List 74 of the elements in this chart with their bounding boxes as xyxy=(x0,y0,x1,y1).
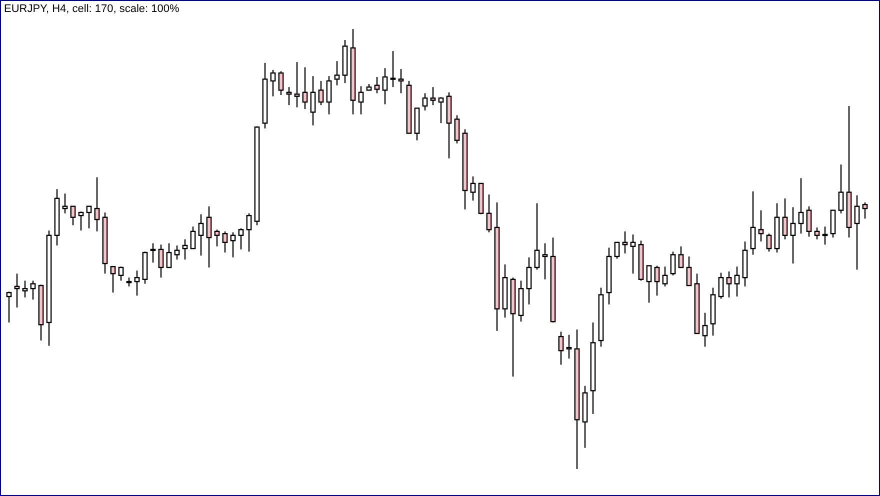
candlestick xyxy=(790,206,796,264)
candlestick xyxy=(702,312,708,348)
candlestick xyxy=(766,233,772,252)
candlestick xyxy=(30,280,36,300)
candlestick xyxy=(662,266,668,287)
candlestick xyxy=(806,206,812,238)
candlestick xyxy=(358,86,364,115)
candlestick xyxy=(430,86,436,106)
candlestick xyxy=(782,198,788,240)
candlestick xyxy=(302,66,308,110)
candlestick xyxy=(822,226,828,246)
candlestick xyxy=(190,226,196,250)
candlestick xyxy=(534,202,540,270)
candlestick xyxy=(318,80,324,106)
candlestick xyxy=(222,230,228,254)
candlestick xyxy=(670,251,676,276)
candlestick xyxy=(838,164,844,214)
candlestick xyxy=(374,76,380,94)
candlestick xyxy=(134,270,140,296)
candlestick xyxy=(422,92,428,111)
candlestick xyxy=(750,190,756,256)
candlestick xyxy=(542,242,548,280)
chart-title: EURJPY, H4, cell: 170, scale: 100% xyxy=(4,3,180,15)
candlestick xyxy=(118,266,124,282)
candlestick xyxy=(86,206,92,229)
candlestick xyxy=(734,266,740,298)
candlestick xyxy=(230,232,236,258)
candlestick xyxy=(382,68,388,105)
candlestick xyxy=(150,242,156,264)
candlestick xyxy=(110,266,116,294)
candlestick xyxy=(438,96,444,124)
candlestick xyxy=(390,50,396,88)
candlestick xyxy=(614,242,620,260)
candlestick xyxy=(718,272,724,300)
candlestick xyxy=(726,270,732,298)
candlestick xyxy=(206,206,212,268)
candlestick xyxy=(94,176,100,232)
candlestick xyxy=(454,114,460,144)
candlestick xyxy=(334,60,340,86)
candlestick xyxy=(830,210,836,238)
candlestick xyxy=(686,256,692,286)
candlestick xyxy=(70,206,76,226)
candlestick xyxy=(6,291,12,324)
candlestick xyxy=(158,244,164,278)
candlestick xyxy=(398,68,404,94)
candlestick xyxy=(214,229,220,247)
candlestick xyxy=(678,246,684,268)
candlestick xyxy=(526,256,532,306)
candlestick xyxy=(174,244,180,260)
candlestick xyxy=(654,265,660,296)
candlestick xyxy=(246,212,252,252)
candlestick xyxy=(758,210,764,242)
candlestick xyxy=(558,331,564,366)
candlestick xyxy=(270,69,276,97)
candlestick xyxy=(62,192,68,214)
candlestick xyxy=(22,280,28,298)
candlestick xyxy=(646,265,652,304)
candlestick xyxy=(78,211,84,232)
candlestick xyxy=(278,70,284,96)
candlestick xyxy=(470,176,476,202)
candlestick xyxy=(182,238,188,260)
candlestick xyxy=(854,194,860,270)
candlestick xyxy=(326,75,332,115)
candlestick xyxy=(310,75,316,126)
candlestick xyxy=(630,234,636,274)
candlestick xyxy=(198,214,204,256)
candlestick xyxy=(862,202,868,220)
candlestick xyxy=(238,228,244,250)
candlestick xyxy=(486,194,492,233)
candlestick xyxy=(294,61,300,108)
candlestick xyxy=(166,242,172,268)
candlestick xyxy=(814,226,820,240)
candlestick xyxy=(566,334,572,360)
candlestick xyxy=(798,178,804,234)
